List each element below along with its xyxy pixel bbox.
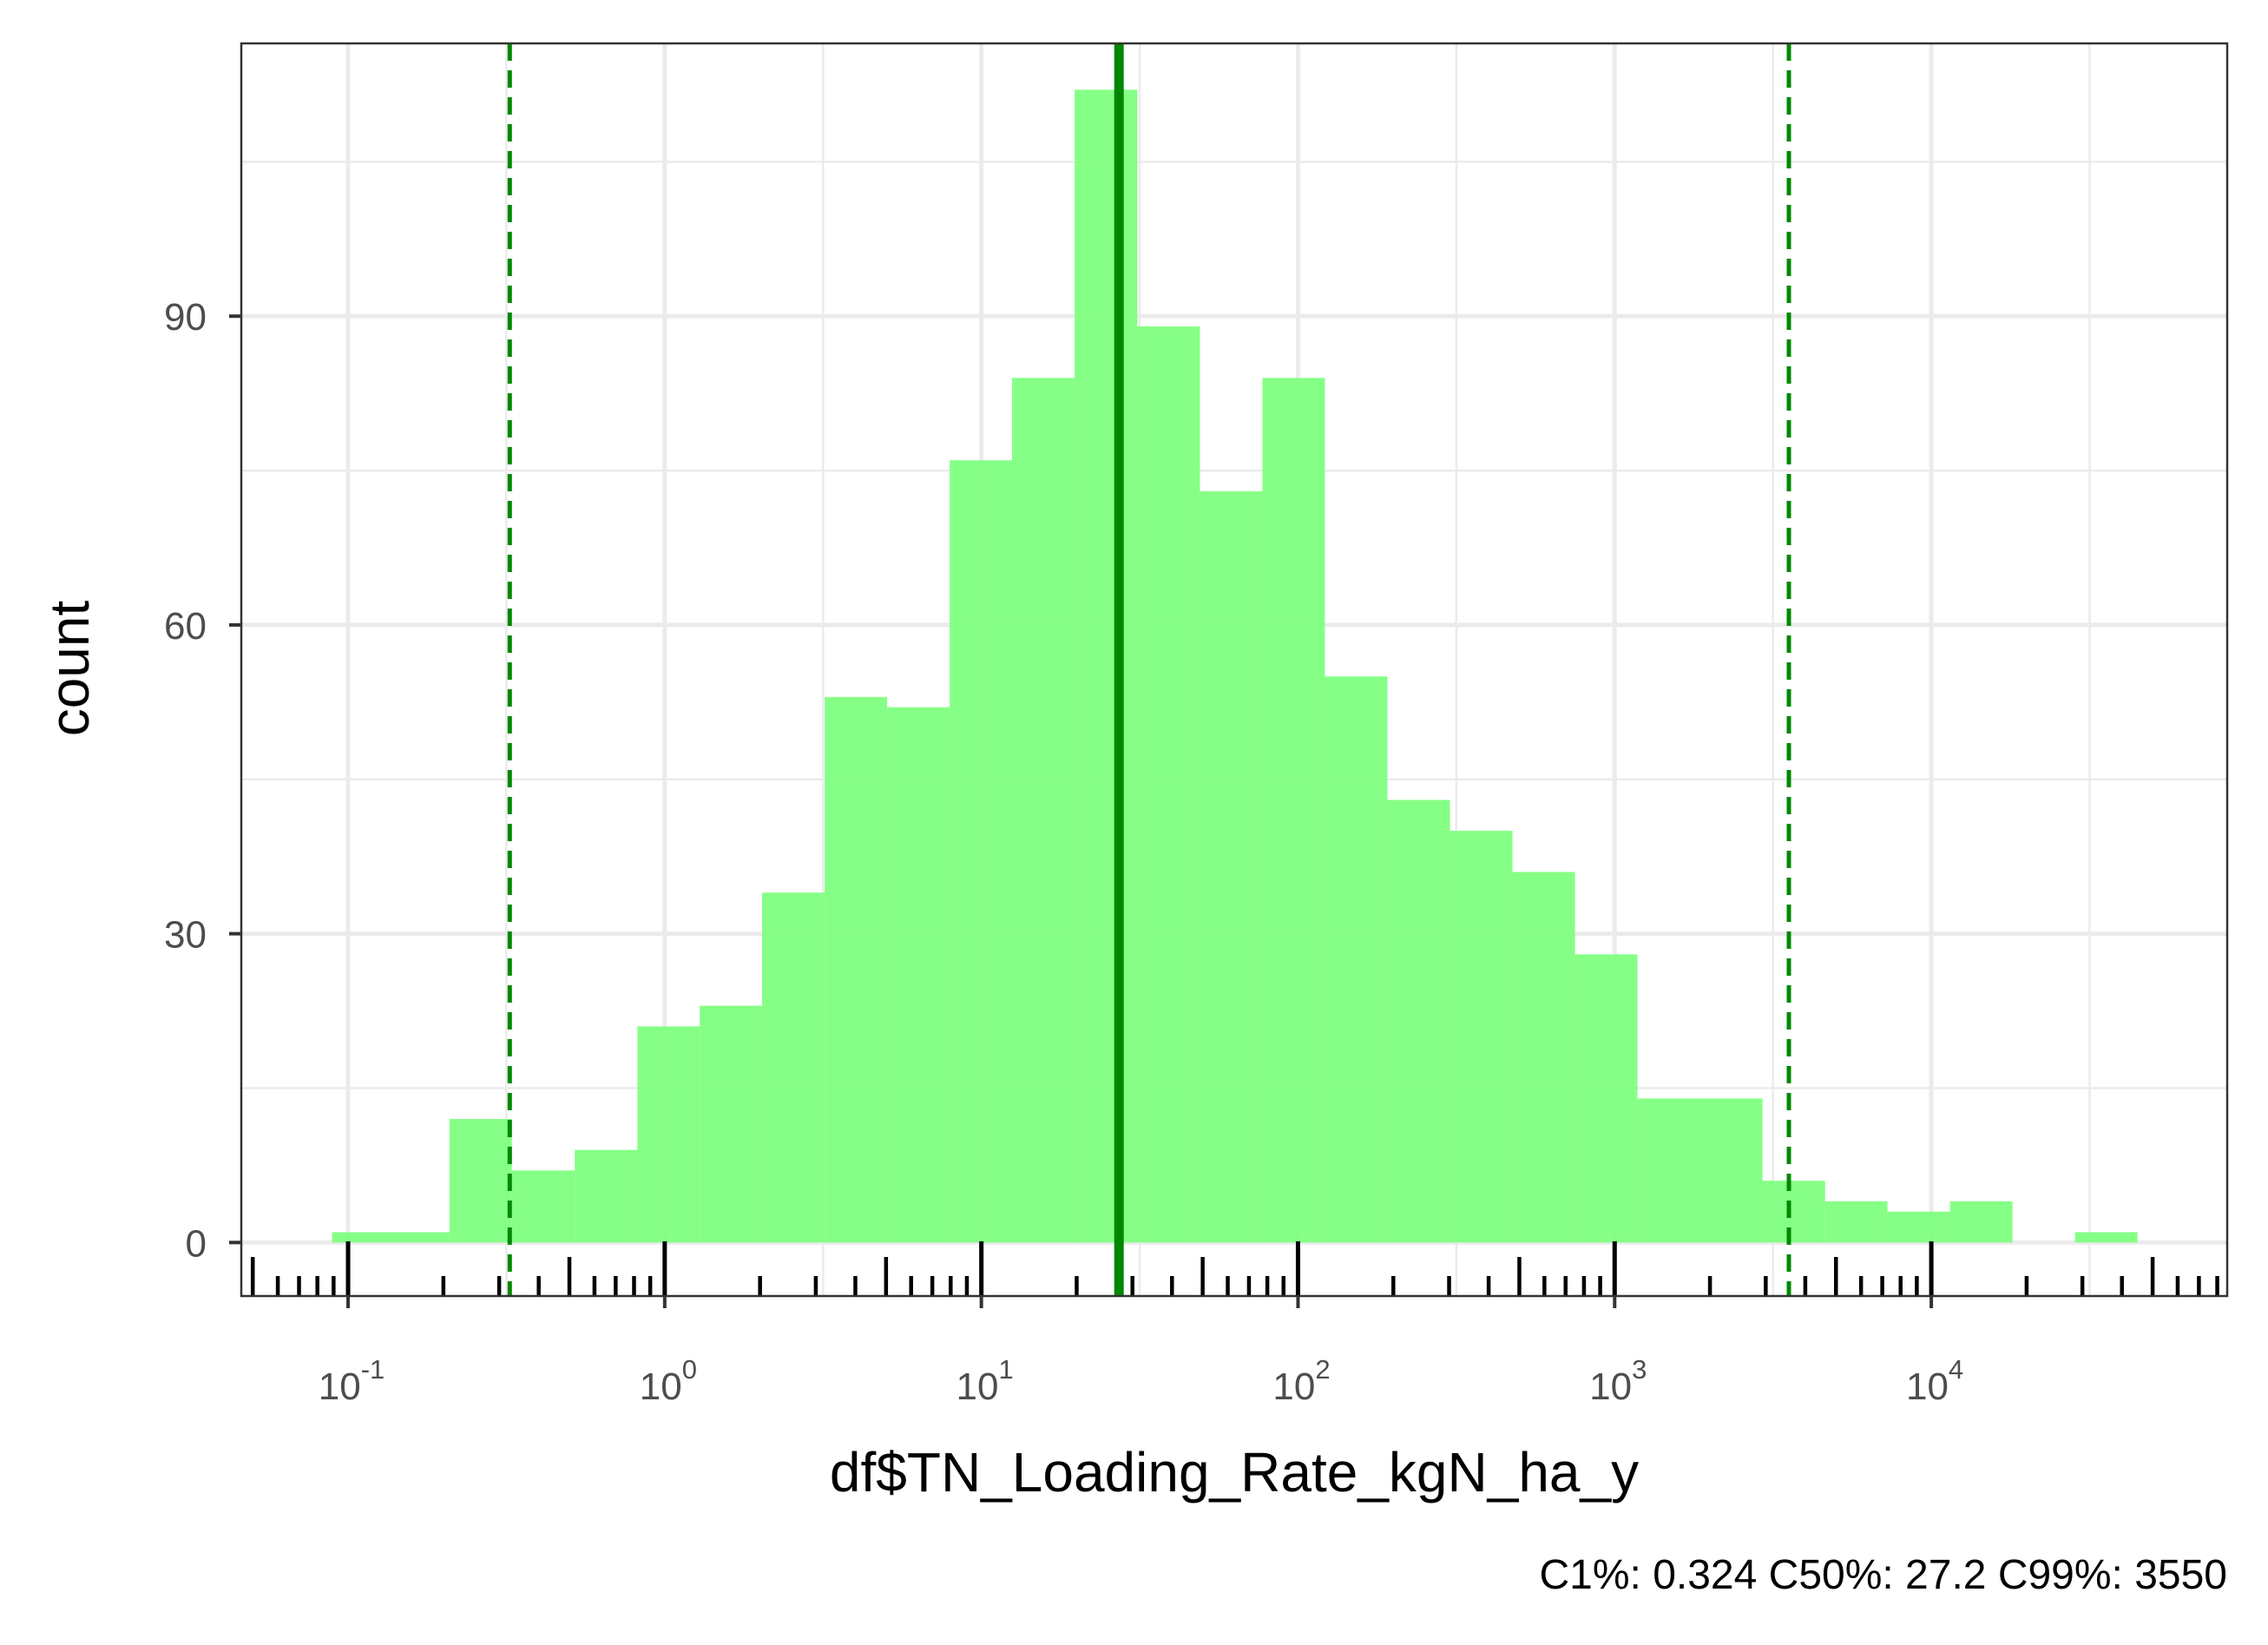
x-tick-label: 103 [1589,1354,1647,1408]
x-tick-label: 101 [957,1354,1014,1408]
x-axis: 10-1 100 101 102 103 104 [319,1296,1963,1408]
histogram-bar [1387,799,1450,1243]
x-axis-title: df$TN_Loading_Rate_kgN_ha_y [830,1441,1639,1504]
histogram-bar [332,1232,450,1243]
histogram-bar [511,1170,575,1243]
histogram-bars [332,89,2138,1243]
x-tick-label: 104 [1906,1354,1963,1408]
histogram-bar [887,707,950,1243]
y-axis-title: count [38,601,101,737]
histogram-bar [1262,378,1325,1243]
x-tick-label: 102 [1272,1354,1330,1408]
y-tick-label: 60 [164,605,207,648]
histogram-bar [762,892,825,1243]
y-tick-label: 90 [164,296,207,339]
histogram-bar [1325,676,1388,1243]
histogram-bar [1574,954,1638,1243]
histogram-bar [1762,1181,1825,1243]
y-axis: 0 30 60 90 [164,296,241,1265]
x-tick-label: 100 [640,1354,697,1408]
histogram-bar [1200,490,1263,1243]
quantile-caption: C1%: 0.324 C50%: 27.2 C99%: 3550 [1539,1552,2227,1598]
histogram-bar [1637,1098,1763,1243]
histogram-bar [1012,378,1075,1243]
histogram-bar [1887,1211,1950,1243]
plot-border [240,42,2229,1298]
y-tick-label: 0 [186,1222,207,1265]
log-tick-rug [250,1241,2219,1296]
histogram-bar [1824,1201,1888,1243]
histogram-bar [1512,872,1575,1243]
histogram-bar [950,460,1013,1243]
histogram-bar [1949,1201,2013,1243]
x-tick-label: 10-1 [319,1354,385,1408]
histogram-bar [1450,831,1513,1243]
histogram-bar [449,1119,512,1243]
histogram-bar [825,696,888,1243]
histogram-bar [1075,89,1138,1243]
y-tick-label: 30 [164,914,207,957]
histogram-bar [2074,1232,2138,1243]
histogram-bar [700,1005,763,1243]
histogram-bar [575,1149,638,1243]
reference-lines [507,43,1791,1296]
histogram-bar [637,1026,700,1243]
histogram-bar [1137,326,1200,1243]
